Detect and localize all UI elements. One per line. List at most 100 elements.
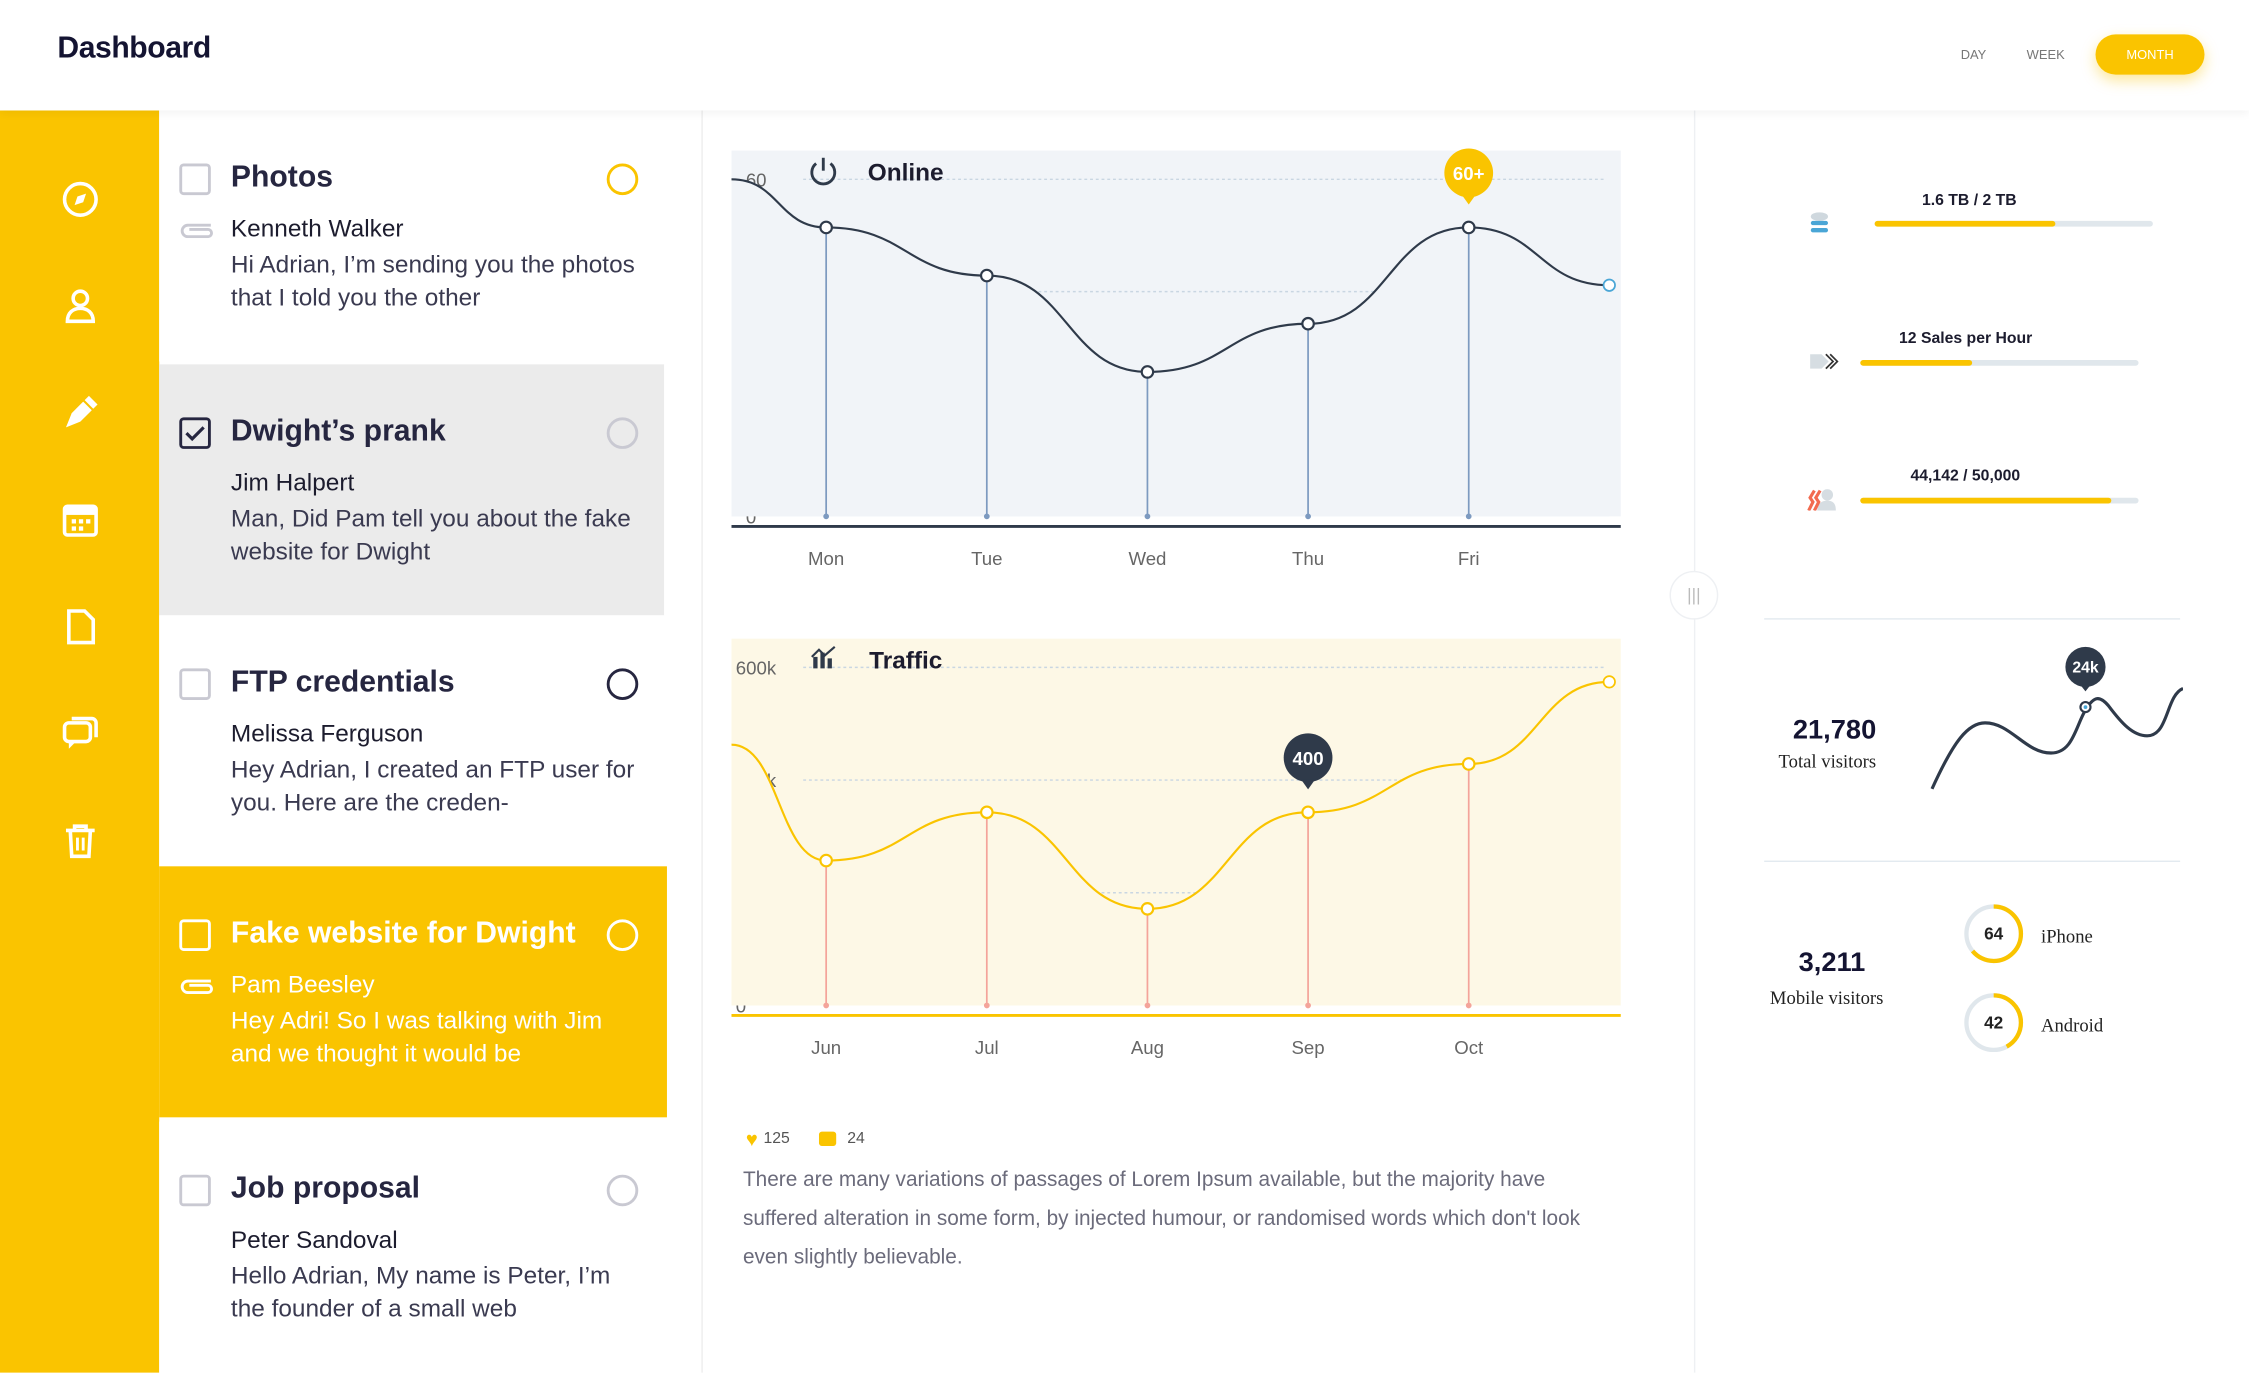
data-point bbox=[1461, 757, 1476, 771]
peak-label: 24k bbox=[2072, 660, 2099, 677]
message-sender: Pam Beesley bbox=[230, 971, 375, 999]
data-point bbox=[1301, 316, 1315, 331]
data-point bbox=[979, 805, 994, 820]
chart-icon bbox=[811, 646, 836, 669]
range-day-button[interactable]: DAY bbox=[1960, 47, 1987, 62]
likes-count: 125 bbox=[763, 1130, 790, 1148]
message-subject: Dwight’s prank bbox=[230, 414, 446, 448]
message-item[interactable]: Job proposal Peter Sandoval Hello Adrian… bbox=[159, 1121, 665, 1373]
y-tick-label: 0 bbox=[736, 996, 746, 1017]
document-icon[interactable] bbox=[57, 604, 103, 650]
message-preview: Hey Adri! So I was talking with Jim and … bbox=[230, 1006, 603, 1068]
mobile-visitors-label: Mobile visitors bbox=[1769, 986, 1884, 1009]
comments-count: 24 bbox=[847, 1130, 865, 1148]
stem-base bbox=[983, 1002, 990, 1009]
comment-icon[interactable] bbox=[818, 1131, 836, 1147]
tooltip bbox=[1444, 148, 1494, 198]
message-sender: Jim Halpert bbox=[230, 469, 355, 497]
sales-progress bbox=[1860, 360, 2139, 366]
stem-base bbox=[823, 513, 830, 520]
header: Dashboard DAY WEEK MONTH bbox=[0, 0, 2249, 111]
compass-icon[interactable] bbox=[57, 176, 103, 222]
chat-icon[interactable] bbox=[57, 710, 103, 756]
panel-resize-handle[interactable]: ||| bbox=[1669, 570, 1719, 620]
total-visitors-sparkline: 24k bbox=[1930, 646, 2184, 790]
trash-icon[interactable] bbox=[57, 818, 103, 864]
sales-label: 12 Sales per Hour bbox=[1899, 329, 2033, 348]
x-tick-label: Aug bbox=[1131, 1037, 1164, 1058]
message-item[interactable]: Dwight’s prank Jim Halpert Man, Did Pam … bbox=[159, 364, 665, 616]
mobile-visitors-value: 3,211 bbox=[1798, 948, 1866, 979]
x-tick-label: Jun bbox=[811, 1037, 841, 1058]
area-fill bbox=[731, 179, 1610, 517]
stem-base bbox=[823, 1002, 830, 1009]
stem-base bbox=[1144, 513, 1151, 520]
message-item[interactable]: Fake website for Dwight Pam Beesley Hey … bbox=[159, 866, 667, 1118]
stem-base bbox=[983, 513, 990, 520]
user-icon[interactable] bbox=[57, 283, 103, 329]
x-tick-label: Oct bbox=[1454, 1037, 1484, 1058]
attachment-icon bbox=[179, 219, 213, 245]
tooltip bbox=[1283, 733, 1333, 783]
message-subject: Photos bbox=[230, 160, 334, 194]
stem-base bbox=[1305, 1002, 1311, 1009]
area-fill bbox=[731, 681, 1610, 1006]
power-icon bbox=[810, 157, 837, 186]
storage-label: 1.6 TB / 2 TB bbox=[1921, 192, 2017, 210]
x-tick-label: Sep bbox=[1292, 1037, 1325, 1058]
message-subject: FTP credentials bbox=[230, 665, 455, 699]
tooltip-label: 400 bbox=[1293, 748, 1324, 769]
page-title: Dashboard bbox=[57, 31, 211, 65]
message-status-radio[interactable] bbox=[606, 163, 639, 196]
post-stats: ♥ 125 24 bbox=[746, 1127, 865, 1150]
data-point bbox=[1140, 902, 1155, 916]
tooltip-pointer bbox=[1300, 779, 1316, 790]
data-point bbox=[979, 268, 994, 283]
database-icon bbox=[1810, 212, 1829, 242]
range-month-button[interactable]: MONTH bbox=[2095, 34, 2205, 75]
heart-icon[interactable]: ♥ bbox=[745, 1127, 758, 1151]
data-point bbox=[1301, 805, 1315, 820]
divider bbox=[1764, 860, 2181, 863]
message-checkbox[interactable] bbox=[179, 163, 211, 196]
tooltip-pointer bbox=[1461, 194, 1476, 205]
message-item[interactable]: FTP credentials Melissa Ferguson Hey Adr… bbox=[159, 615, 665, 867]
device-donut bbox=[1964, 904, 2024, 964]
check-icon bbox=[185, 426, 205, 442]
data-point bbox=[1461, 220, 1476, 235]
message-checkbox[interactable] bbox=[179, 919, 211, 951]
message-checkbox[interactable] bbox=[179, 668, 211, 700]
message-preview: Hello Adrian, My name is Peter, I’m the … bbox=[230, 1262, 611, 1323]
x-tick-label: Jul bbox=[975, 1037, 999, 1058]
message-checkbox[interactable] bbox=[179, 417, 211, 449]
device-value: 42 bbox=[1984, 1012, 2004, 1033]
message-preview: Hi Adrian, I’m sending you the photos th… bbox=[230, 251, 635, 312]
message-subject: Fake website for Dwight bbox=[230, 916, 576, 950]
message-status-radio[interactable] bbox=[606, 1174, 639, 1207]
x-tick-label: Thu bbox=[1292, 548, 1324, 569]
stem-base bbox=[1305, 513, 1311, 520]
message-status-radio[interactable] bbox=[606, 919, 639, 951]
message-preview: Man, Did Pam tell you about the fake web… bbox=[230, 504, 631, 566]
range-week-button[interactable]: WEEK bbox=[2026, 47, 2065, 62]
message-item[interactable]: Photos Kenneth Walker Hi Adrian, I’m sen… bbox=[159, 110, 665, 362]
data-point bbox=[819, 220, 833, 235]
data-point bbox=[1602, 675, 1616, 689]
message-sender: Kenneth Walker bbox=[230, 215, 404, 243]
message-status-radio[interactable] bbox=[606, 668, 639, 700]
y-tick-label: 600k bbox=[736, 658, 777, 679]
message-checkbox[interactable] bbox=[179, 1174, 211, 1207]
device-name: Android bbox=[2041, 1014, 2104, 1036]
stats-panel: 1.6 TB / 2 TB 12 Sales per Hour 44,142 /… bbox=[1693, 110, 2249, 1373]
y-tick-label: 0 bbox=[746, 507, 756, 528]
calendar-icon[interactable] bbox=[57, 496, 103, 542]
message-sender: Peter Sandoval bbox=[230, 1226, 398, 1254]
pen-icon[interactable] bbox=[57, 390, 103, 436]
message-preview: Hey Adrian, I created an FTP user for yo… bbox=[230, 755, 635, 817]
stem-base bbox=[1465, 1002, 1472, 1009]
chart-title: Traffic bbox=[869, 647, 942, 674]
storage-progress bbox=[1874, 220, 2153, 227]
tooltip-label: 60+ bbox=[1453, 163, 1485, 184]
total-visitors-value: 21,780 bbox=[1792, 715, 1877, 746]
message-status-radio[interactable] bbox=[606, 417, 639, 449]
